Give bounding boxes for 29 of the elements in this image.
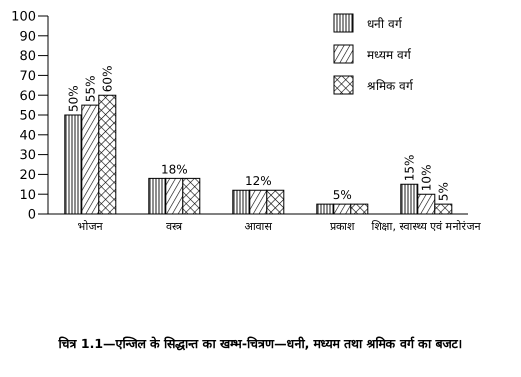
text: चित्र 1.1—एन्जिल के सिद्धान्त का खम्भ-चित्रण—धनी, मध्यम तथा श्रमिक वर्ग का बजट।	[57, 335, 464, 352]
y-tick-label: 90	[19, 29, 36, 44]
data-label: 55%	[83, 75, 98, 102]
data-label: 12%	[244, 174, 272, 188]
y-tick-label: 70	[19, 69, 36, 84]
y-tick-label: 30	[19, 148, 36, 164]
y-tick-label: 80	[19, 49, 36, 64]
y-tick-label: 60	[19, 88, 36, 104]
legend-label: श्रमिक वर्ग	[367, 78, 413, 94]
y-tick-label: 20	[19, 168, 36, 184]
y-tick-label: 50	[19, 108, 36, 124]
x-tick-label: वस्त्र	[166, 220, 183, 233]
legend-label: धनी वर्ग	[367, 16, 402, 32]
data-label: 10%	[419, 164, 434, 192]
legend-label: मध्यम वर्ग	[367, 46, 411, 62]
data-label: 15%	[402, 154, 416, 182]
y-tick-label: 40	[19, 128, 36, 144]
data-label: 5%	[436, 182, 450, 202]
x-tick-label: भोजन	[78, 220, 104, 233]
data-label: 50%	[66, 85, 80, 112]
data-label: 18%	[160, 162, 188, 176]
x-tick-label: आवास	[244, 220, 272, 233]
data-label: 60%	[100, 66, 114, 92]
x-tick-label: प्रकाश	[330, 220, 355, 233]
data-label: 5%	[332, 188, 352, 202]
y-tick-label: 0	[28, 208, 36, 223]
x-tick-label: शिक्षा, स्वास्थ्य एवं मनोरंजन	[372, 220, 482, 233]
y-tick-label: 100	[11, 10, 36, 25]
y-tick-label: 10	[19, 188, 36, 203]
